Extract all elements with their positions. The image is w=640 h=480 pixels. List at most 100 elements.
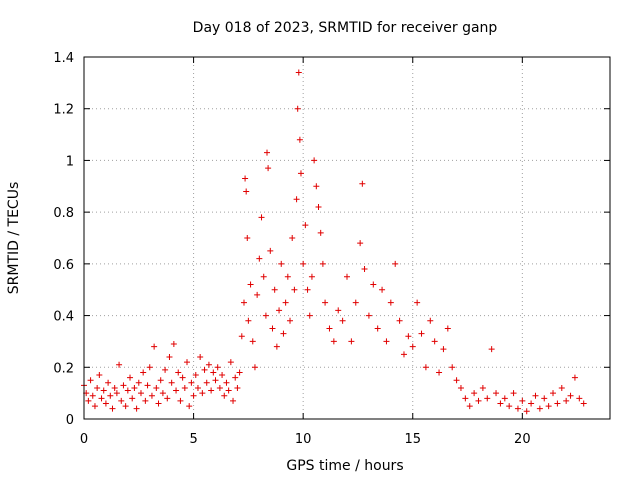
data-point: [175, 369, 182, 376]
data-point: [545, 403, 552, 410]
data-point: [506, 403, 513, 410]
data-point: [148, 392, 155, 399]
data-point: [124, 387, 131, 394]
data-point: [240, 299, 247, 306]
data-point: [558, 384, 565, 391]
data-point: [287, 317, 294, 324]
data-point: [87, 377, 94, 384]
data-point: [414, 299, 421, 306]
data-point: [98, 395, 105, 402]
data-point: [514, 405, 521, 412]
y-tick-label: 1.4: [53, 51, 74, 66]
y-tick-label: 0.4: [53, 310, 74, 325]
data-point: [168, 379, 175, 386]
data-point: [510, 390, 517, 397]
data-point: [427, 317, 434, 324]
data-point: [157, 377, 164, 384]
data-point: [164, 395, 171, 402]
data-point: [304, 286, 311, 293]
data-points: [81, 69, 587, 415]
data-point: [576, 395, 583, 402]
data-point: [127, 374, 134, 381]
data-point: [223, 379, 230, 386]
data-point: [265, 165, 272, 172]
data-point: [462, 395, 469, 402]
data-point: [396, 317, 403, 324]
data-point: [306, 312, 313, 319]
data-point: [567, 392, 574, 399]
data-point: [186, 403, 193, 410]
plot-frame: [83, 56, 611, 420]
data-point: [179, 374, 186, 381]
data-point: [247, 281, 254, 288]
data-point: [221, 392, 228, 399]
data-point: [162, 366, 169, 373]
data-point: [170, 341, 177, 348]
data-point: [311, 157, 318, 164]
data-point: [201, 366, 208, 373]
data-point: [116, 361, 123, 368]
data-point: [214, 364, 221, 371]
data-point: [284, 273, 291, 280]
data-point: [563, 397, 570, 404]
data-point: [129, 395, 136, 402]
data-point: [519, 397, 526, 404]
data-point: [302, 222, 309, 229]
data-point: [335, 307, 342, 314]
data-point: [140, 369, 147, 376]
data-point: [497, 400, 504, 407]
data-point: [457, 384, 464, 391]
data-point: [85, 397, 92, 404]
data-point: [262, 312, 269, 319]
data-point: [153, 384, 160, 391]
data-point: [244, 235, 251, 241]
data-point: [400, 351, 407, 358]
data-point: [254, 291, 261, 298]
x-tick-label: 10: [295, 432, 312, 447]
data-point: [105, 379, 112, 386]
x-axis-label: GPS time / hours: [286, 458, 403, 474]
data-point: [276, 307, 283, 314]
data-point: [418, 330, 425, 337]
data-point: [289, 235, 296, 241]
data-point: [181, 384, 188, 391]
data-point: [245, 317, 252, 324]
data-point: [194, 384, 201, 391]
data-point: [96, 372, 103, 379]
data-point: [159, 390, 166, 397]
data-point: [107, 392, 114, 399]
data-point: [166, 353, 173, 360]
data-point: [260, 273, 267, 280]
data-point: [344, 273, 350, 280]
data-point: [278, 260, 285, 267]
data-point: [554, 400, 561, 407]
data-point: [205, 361, 212, 368]
x-tick-label: 0: [80, 432, 88, 447]
data-point: [409, 343, 416, 350]
data-point: [471, 390, 478, 397]
data-point: [155, 400, 162, 407]
x-tick-label: 5: [189, 432, 197, 447]
data-point: [216, 384, 223, 391]
data-point: [392, 260, 399, 267]
data-point: [359, 180, 366, 187]
data-point: [387, 299, 394, 306]
data-point: [177, 397, 184, 404]
data-point: [488, 346, 495, 353]
data-point: [133, 405, 140, 412]
x-tick-label: 20: [514, 432, 531, 447]
data-point: [571, 374, 578, 381]
data-point: [528, 400, 535, 407]
data-point: [94, 384, 101, 391]
data-point: [361, 266, 368, 273]
data-point: [431, 338, 438, 345]
data-point: [466, 403, 473, 410]
data-point: [370, 281, 377, 288]
data-point: [319, 260, 326, 267]
data-point: [322, 299, 329, 306]
data-point: [120, 382, 127, 389]
data-point: [199, 390, 206, 397]
data-point: [493, 390, 500, 397]
data-point: [330, 338, 337, 345]
data-point: [536, 405, 543, 412]
